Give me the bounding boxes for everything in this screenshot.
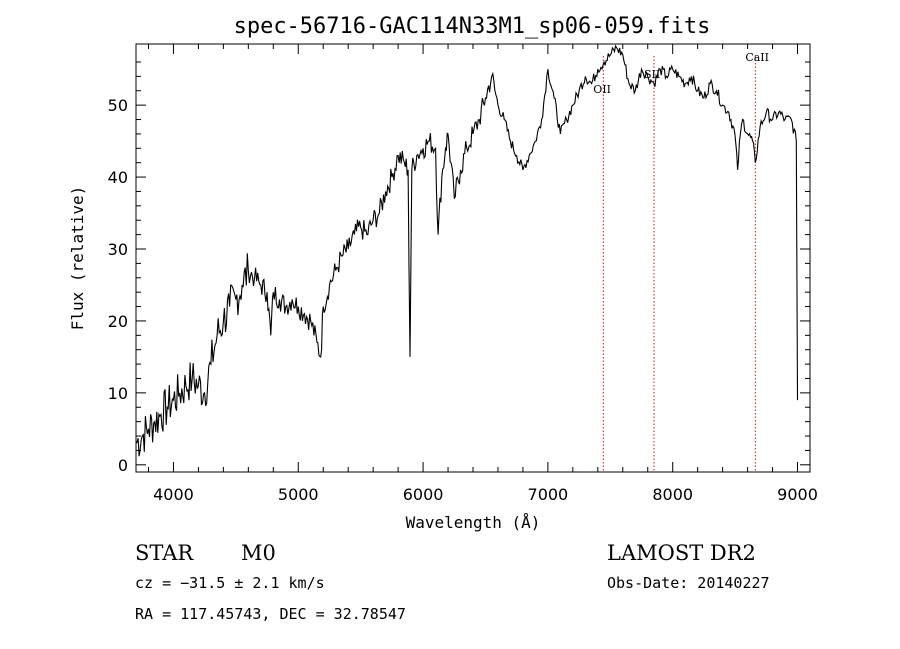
plot-frame xyxy=(135,43,811,473)
coords-text: RA = 117.45743, DEC = 32.78547 xyxy=(135,605,406,623)
y-tick-label: 20 xyxy=(108,312,128,331)
reference-lines xyxy=(602,56,756,472)
x-tick-label: 5000 xyxy=(278,485,319,504)
x-tick-label: 7000 xyxy=(528,485,569,504)
y-tick-label: 10 xyxy=(108,384,128,403)
y-tick-label: 50 xyxy=(108,96,128,115)
line-label: CaII xyxy=(745,51,769,64)
line-label: SII xyxy=(644,68,660,81)
velocity-text: cz = −31.5 ± 2.1 km/s xyxy=(135,574,325,592)
line-label: OII xyxy=(593,83,611,96)
x-axis-label: Wavelength (Å) xyxy=(406,513,541,532)
y-tick-label: 30 xyxy=(108,240,128,259)
x-axis: 4000 5000 6000 7000 8000 9000 xyxy=(147,44,818,504)
y-tick-label: 0 xyxy=(118,456,128,475)
line-annotations: OII SII CaII xyxy=(593,51,769,96)
x-tick-label: 8000 xyxy=(652,485,693,504)
y-axis: 0 10 20 30 40 50 xyxy=(108,61,810,475)
survey-name: LAMOST DR2 xyxy=(607,541,756,565)
plot-area: OII SII CaII xyxy=(135,43,811,473)
x-tick-label: 6000 xyxy=(403,485,444,504)
subclass: M0 xyxy=(241,541,276,565)
chart-title: spec-56716-GAC114N33M1_sp06-059.fits xyxy=(234,14,711,39)
spectrum-series-line xyxy=(135,44,799,457)
obs-date-text: Obs-Date: 20140227 xyxy=(607,574,770,592)
info-block: STAR M0 LAMOST DR2 cz = −31.5 ± 2.1 km/s… xyxy=(135,541,770,623)
y-tick-label: 40 xyxy=(108,168,128,187)
y-axis-label: Flux (relative) xyxy=(68,186,87,331)
object-type: STAR xyxy=(135,541,194,565)
x-tick-label: 9000 xyxy=(777,485,818,504)
x-tick-label: 4000 xyxy=(153,485,194,504)
